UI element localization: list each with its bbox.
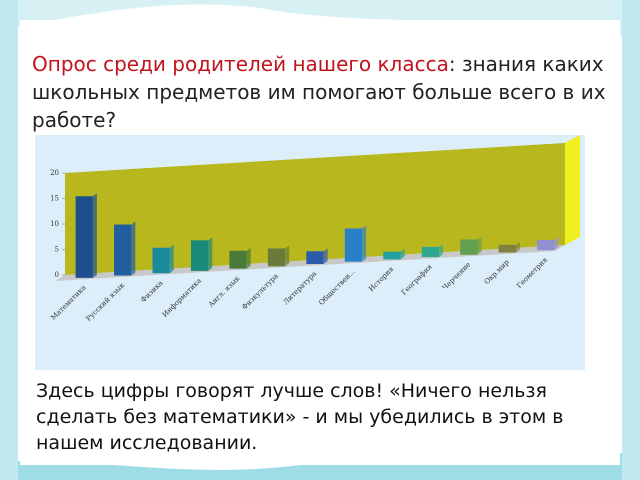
bar-side	[323, 248, 328, 264]
bar	[114, 224, 132, 276]
bar-side	[477, 236, 482, 255]
bar-side	[400, 248, 405, 260]
bar-side	[554, 236, 559, 251]
y-tick-label: 0	[55, 271, 59, 279]
bar-side	[515, 241, 520, 253]
bar	[460, 239, 478, 255]
bar-side	[131, 221, 136, 276]
y-tick-label: 15	[50, 195, 59, 203]
y-tick-label: 10	[50, 220, 59, 228]
bar	[537, 239, 555, 251]
slide-title: Опрос среди родителей нашего класса: зна…	[32, 50, 612, 134]
y-tick-label: 5	[55, 246, 59, 254]
caption: Здесь цифры говорят лучше слов! «Ничего …	[36, 380, 564, 454]
bar-side	[362, 225, 367, 262]
bar	[421, 246, 440, 258]
side-right	[622, 0, 640, 480]
bar-side	[285, 245, 290, 267]
bar-side	[246, 247, 251, 269]
bar-side	[92, 193, 97, 278]
bar	[267, 248, 286, 267]
bar	[75, 196, 93, 278]
y-tick-label: 20	[50, 169, 59, 177]
bar	[383, 251, 401, 260]
side-left	[0, 0, 18, 480]
wave-top	[0, 0, 640, 40]
title-lead: Опрос среди родителей нашего класса	[32, 52, 449, 76]
bar-side	[439, 243, 444, 258]
bar	[306, 251, 324, 264]
title-rest: : знания каких школьных предметов им пом…	[32, 52, 606, 132]
bar	[498, 244, 516, 253]
side-wall	[565, 135, 580, 245]
bar	[190, 240, 209, 271]
back-wall	[65, 143, 565, 275]
bar	[229, 250, 247, 269]
bar	[344, 228, 363, 262]
bar-side	[208, 237, 213, 271]
bar-side	[169, 244, 174, 274]
bar	[152, 247, 170, 274]
